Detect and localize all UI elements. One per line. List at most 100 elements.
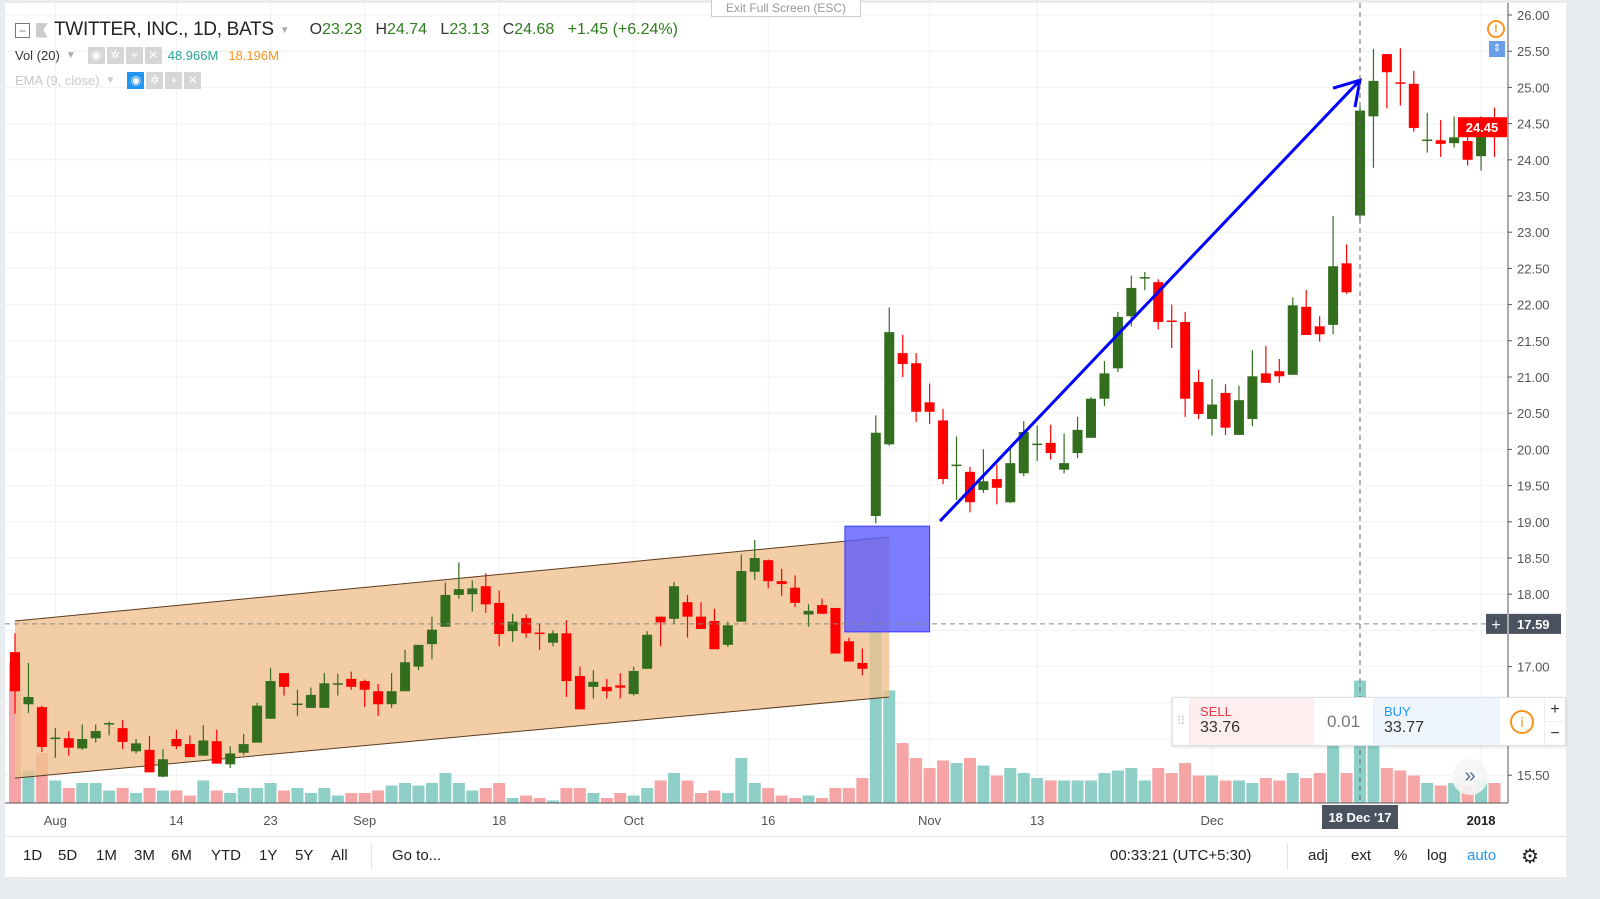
volume-bar [1313, 773, 1326, 803]
ext-toggle[interactable]: ext [1351, 847, 1372, 864]
exit-fullscreen-tooltip[interactable]: Exit Full Screen (ESC) [711, 0, 861, 17]
range-button-1m[interactable]: 1M [96, 847, 117, 864]
candle-body [184, 744, 195, 758]
plus-icon[interactable]: + [125, 47, 143, 64]
candle-body [951, 464, 962, 467]
range-button-5d[interactable]: 5D [58, 847, 78, 864]
candle-body [400, 662, 411, 692]
percent-toggle[interactable]: % [1394, 847, 1408, 864]
drag-handle-icon[interactable]: ⠿ [1173, 698, 1190, 745]
volume-bar [1407, 775, 1420, 803]
parallel-channel[interactable] [15, 537, 890, 779]
candle-body [104, 723, 115, 725]
volume-bar [641, 788, 654, 803]
trend-arrow[interactable] [938, 79, 1362, 523]
candle-body [467, 588, 478, 595]
adj-toggle[interactable]: adj [1308, 847, 1329, 864]
volume-bar [1219, 780, 1232, 803]
candle-body [1072, 429, 1083, 454]
price-tick-label: 21.00 [1517, 370, 1550, 385]
chevron-down-icon[interactable]: ▼ [65, 50, 76, 61]
volume-bar [721, 793, 734, 803]
price-tick-label: 19.00 [1517, 515, 1550, 530]
alert-icon[interactable]: ! [1487, 20, 1505, 38]
gear-icon[interactable]: ⚙ [1521, 846, 1539, 868]
range-button-all[interactable]: All [331, 847, 348, 864]
scroll-to-realtime-button[interactable]: » [1452, 759, 1488, 795]
scale-fit-icon[interactable]: ⇕ [1489, 41, 1505, 57]
volume-bar [977, 765, 990, 803]
candle-body [198, 740, 209, 756]
gear-icon[interactable]: ✲ [106, 47, 124, 64]
volume-bar [533, 798, 546, 803]
candle-body [911, 363, 922, 412]
chevron-down-icon[interactable]: ▼ [105, 75, 116, 86]
volume-bar [762, 788, 775, 803]
candle-body [669, 586, 680, 619]
volume-bar [130, 793, 143, 803]
volume-bar [439, 773, 452, 803]
close-icon[interactable]: ✕ [144, 47, 162, 64]
volume-bar [224, 793, 237, 803]
range-button-1d[interactable]: 1D [23, 847, 43, 864]
ema-label[interactable]: EMA (9, close) [15, 73, 100, 88]
bottom-toolbar: 1D 5D 1M 3M 6M YTD 1Y 5Y All Go to... 00:33:21 (… [5, 836, 1566, 876]
price-tick-label: 15.50 [1517, 768, 1550, 783]
price-tick-label: 23.50 [1517, 189, 1550, 204]
collapse-icon[interactable]: − [15, 22, 30, 38]
range-button-5y[interactable]: 5Y [295, 847, 314, 864]
candle-body [36, 707, 47, 747]
high-value: 24.74 [387, 21, 428, 38]
eye-icon[interactable]: ◉ [87, 47, 105, 64]
close-icon[interactable]: ✕ [184, 72, 202, 89]
plus-icon[interactable]: + [165, 72, 183, 89]
volume-bar [412, 785, 425, 803]
volume-bar [22, 770, 35, 803]
time-tick-label: 18 [492, 813, 506, 828]
price-tick-label: 18.50 [1517, 551, 1550, 566]
volume-label[interactable]: Vol (20) [15, 48, 60, 63]
volume-bar [425, 783, 438, 803]
eye-icon[interactable]: ◉ [127, 72, 145, 89]
candle-body [63, 738, 74, 748]
symbol-title[interactable]: TWITTER, INC., 1D, BATS [54, 19, 274, 40]
goto-button[interactable]: Go to... [392, 847, 442, 864]
low-label: L [440, 21, 450, 38]
candle-body [1207, 404, 1218, 419]
volume-bar [547, 800, 559, 803]
buy-label: BUY [1384, 704, 1411, 719]
range-button-6m[interactable]: 6M [171, 847, 192, 864]
volume-bar [816, 798, 828, 803]
volume-bar [950, 763, 963, 803]
rectangle-drawing[interactable] [844, 525, 931, 633]
quantity-plus-button[interactable]: + [1550, 701, 1560, 718]
range-button-3m[interactable]: 3M [134, 847, 155, 864]
legend-volume: Vol (20) ▼ ◉ ✲ + ✕ 48.966M 18.196M [15, 47, 279, 64]
auto-toggle[interactable]: auto [1467, 847, 1497, 864]
chevron-down-icon[interactable]: ▼ [279, 24, 290, 36]
candle-body [736, 571, 747, 622]
candle-body [1395, 82, 1406, 84]
trade-widget: ⠿ SELL 33.76 0.01 BUY 33.77 i + − [1172, 697, 1566, 746]
crosshair-plus-button[interactable] [1486, 613, 1507, 634]
candle-body [763, 560, 774, 582]
volume-bar [856, 778, 869, 803]
flag-icon[interactable] [36, 22, 48, 38]
candle-body [857, 662, 868, 669]
candle-body [373, 691, 384, 705]
info-button[interactable]: i [1500, 698, 1544, 745]
volume-bar [990, 775, 1003, 803]
gear-icon[interactable]: ✲ [146, 72, 164, 89]
volume-bar [1434, 785, 1447, 803]
volume-bar [775, 795, 788, 803]
log-toggle[interactable]: log [1427, 847, 1448, 864]
sell-button[interactable]: SELL 33.76 [1190, 698, 1313, 745]
range-button-1y[interactable]: 1Y [259, 847, 278, 864]
range-button-ytd[interactable]: YTD [211, 847, 241, 864]
candle-body [534, 632, 545, 635]
time-tick-label: Nov [918, 813, 942, 828]
quantity-minus-button[interactable]: − [1545, 721, 1565, 745]
candle-body [1368, 80, 1379, 117]
volume-bar [1394, 770, 1407, 803]
buy-button[interactable]: BUY 33.77 [1374, 698, 1500, 745]
